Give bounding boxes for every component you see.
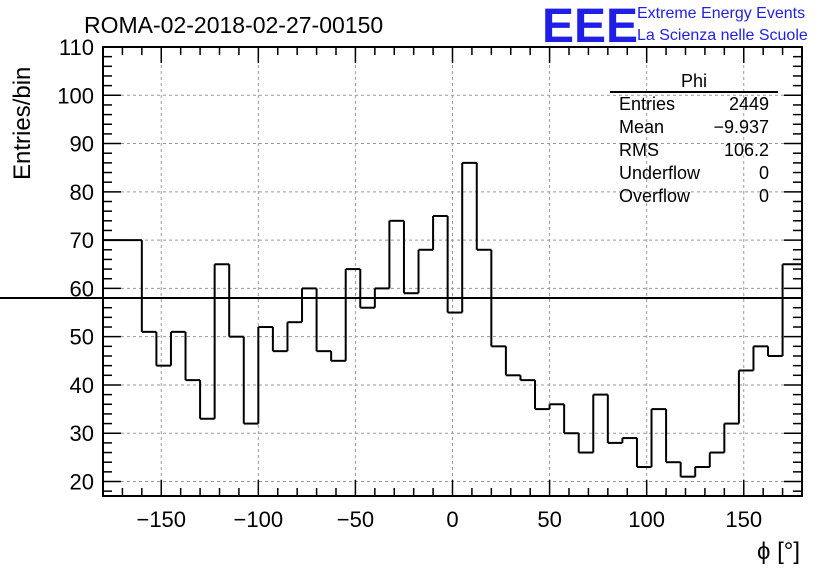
axis-ticks	[102, 46, 803, 496]
x-tick-label: −50	[337, 507, 374, 532]
y-tick-labels: 20 30 40 50 60 70 80 90 100 110	[57, 35, 94, 495]
stats-mean-label: Mean	[619, 117, 664, 137]
chart-title: ROMA-02-2018-02-27-00150	[84, 12, 383, 38]
x-tick-label: −100	[234, 507, 284, 532]
y-tick-label: 60	[70, 276, 94, 301]
x-tick-label: 150	[725, 507, 762, 532]
y-tick-label: 100	[57, 83, 94, 108]
stats-entries-label: Entries	[619, 94, 675, 114]
stats-rms-value: 106.2	[724, 140, 769, 160]
stats-underflow-label: Underflow	[619, 163, 701, 183]
x-tick-label: −150	[136, 507, 186, 532]
y-tick-label: 20	[70, 470, 94, 495]
eee-logo-mark: EEE	[542, 0, 638, 53]
stats-title: Phi	[681, 71, 707, 91]
y-tick-label: 30	[70, 421, 94, 446]
stats-overflow-label: Overflow	[619, 186, 691, 206]
eee-logo-line2: La Scienza nelle Scuole	[637, 27, 808, 44]
grid-lines	[103, 46, 802, 496]
stats-entries-value: 2449	[729, 94, 769, 114]
y-tick-label: 70	[70, 228, 94, 253]
y-axis-label: Entries/bin	[9, 67, 36, 180]
stats-overflow-value: 0	[759, 186, 769, 206]
eee-logo: EEE Extreme Energy Events La Scienza nel…	[542, 0, 808, 53]
y-tick-label: 80	[70, 180, 94, 205]
x-axis-label: ϕ [°]	[757, 538, 800, 565]
y-tick-label: 50	[70, 325, 94, 350]
eee-logo-line1: Extreme Energy Events	[637, 5, 805, 22]
x-tick-label: 0	[446, 507, 458, 532]
stats-mean-value: −9.937	[713, 117, 769, 137]
y-tick-label: 110	[59, 35, 94, 60]
x-tick-labels: −150 −100 −50 0 50 100 150	[136, 507, 762, 532]
y-tick-label: 40	[70, 373, 94, 398]
x-tick-label: 100	[628, 507, 665, 532]
stats-underflow-value: 0	[759, 163, 769, 183]
stats-box: Phi Entries 2449 Mean −9.937 RMS 106.2 U…	[610, 71, 778, 206]
y-tick-label: 90	[70, 132, 94, 157]
stats-rms-label: RMS	[619, 140, 659, 160]
x-tick-label: 50	[537, 507, 561, 532]
histogram	[0, 161, 803, 478]
